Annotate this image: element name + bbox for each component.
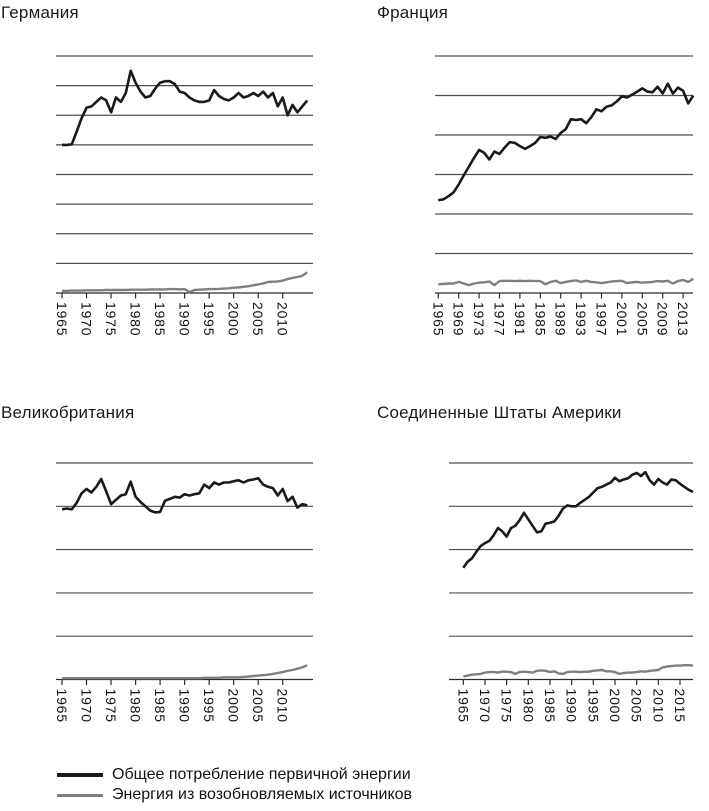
x-tick-label: 1965	[430, 302, 446, 336]
legend-label-renewables: Энергия из возобновляемых источников	[112, 786, 413, 803]
x-tick-label: 2001	[614, 302, 630, 336]
legend-row-renewables: Энергия из возобновляемых источников	[57, 785, 412, 805]
x-tick-label: 2000	[607, 689, 623, 723]
x-tick-label: 2013	[675, 302, 691, 336]
x-tick-label: 1970	[79, 689, 95, 723]
x-tick-label: 2005	[629, 689, 645, 723]
x-tick-label: 1977	[492, 302, 508, 336]
x-tick-label: 1993	[573, 302, 589, 336]
total-energy-line-swatch	[57, 773, 103, 777]
total-energy-line	[62, 69, 309, 147]
x-tick-label: 1980	[520, 689, 536, 723]
chart-france: 1965 1969 1973 1977 1981 1985 1989 1993 1997 2001…	[430, 55, 695, 336]
x-tick-label: 2005	[250, 689, 266, 723]
legend: Общее потребление первичной энергии Энер…	[57, 765, 412, 805]
x-tick-label: 1975	[499, 689, 515, 723]
renewables-line	[62, 271, 308, 294]
x-tick-label: 2009	[655, 302, 671, 336]
x-tick-label: 1970	[79, 302, 95, 336]
x-tick-label: 1985	[542, 689, 558, 723]
x-tick-label: 2005	[634, 302, 650, 336]
x-tick-label: 1965	[54, 302, 70, 336]
x-tick-label: 2015	[672, 689, 688, 723]
chart-usa: 1965 1970 1975 1980 1985 1990 1995 2000 2005 2010…	[449, 462, 694, 723]
x-tick-label: 1973	[471, 302, 487, 336]
x-tick-label: 2010	[275, 689, 291, 723]
x-tick-label: 1975	[103, 302, 119, 336]
x-tick-label: 1990	[177, 689, 193, 723]
x-tick-label: 1970	[477, 689, 493, 723]
total-energy-line	[438, 82, 695, 202]
x-tick-label: 1995	[201, 689, 217, 723]
chart-title-uk: Великобритания	[1, 403, 135, 422]
x-tick-label: 1981	[512, 302, 528, 336]
x-tick-label: 1969	[451, 302, 467, 336]
chart-uk: 1965 1970 1975 1980 1985 1990 1995 2000 2005 2010	[54, 462, 313, 723]
x-tick-label: 1980	[128, 689, 144, 723]
x-tick-label: 1985	[152, 689, 168, 723]
x-tick-label: 1990	[177, 302, 193, 336]
x-tick-label: 1980	[128, 302, 144, 336]
legend-row-total: Общее потребление первичной энергии	[57, 765, 412, 785]
renewables-line	[62, 664, 308, 680]
x-tick-label: 1975	[103, 689, 119, 723]
x-tick-label: 1965	[54, 689, 70, 723]
x-tick-label: 1995	[201, 302, 217, 336]
chart-title-france: Франция	[377, 3, 449, 22]
renewables-line	[438, 277, 694, 287]
x-tick-label: 2010	[275, 302, 291, 336]
chart-title-germany: Германия	[1, 3, 79, 22]
renewables-line	[463, 664, 694, 678]
total-energy-line	[61, 476, 308, 514]
x-tick-label: 1965	[455, 689, 471, 723]
x-tick-label: 2010	[650, 689, 666, 723]
x-tick-label: 2000	[226, 689, 242, 723]
x-tick-label: 1990	[564, 689, 580, 723]
x-tick-label: 2000	[226, 302, 242, 336]
x-tick-label: 1997	[594, 302, 610, 336]
chart-germany: 1965 1970 1975 1980 1985 1990 1995 2000 2005 2010	[54, 55, 313, 336]
legend-label-total: Общее потребление первичной энергии	[112, 766, 411, 783]
x-tick-label: 2005	[250, 302, 266, 336]
x-tick-label: 1985	[152, 302, 168, 336]
x-tick-label: 1995	[585, 689, 601, 723]
x-tick-label: 1989	[553, 302, 569, 336]
x-tick-label: 1985	[532, 302, 548, 336]
total-energy-line	[462, 470, 694, 569]
renewables-line-swatch	[57, 793, 103, 797]
chart-title-usa: Соединенные Штаты Америки	[377, 403, 622, 422]
